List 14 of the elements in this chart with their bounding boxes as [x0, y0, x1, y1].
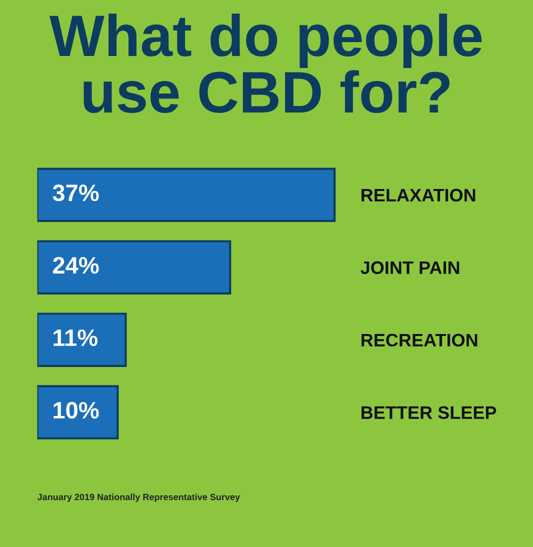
bar: [37, 240, 232, 294]
bar: [37, 168, 336, 222]
y-tick-label: RELAXATION: [362, 188, 476, 202]
bar: [37, 385, 119, 440]
chart-title: What do people use CBD for?: [49, 14, 482, 114]
text: January 2019 Nationally Representative Survey: [37, 494, 240, 502]
data-label: 37%: [52, 184, 99, 202]
bar: [37, 312, 127, 367]
y-tick-label: JOINT PAIN: [360, 261, 460, 274]
data-label: 11%: [54, 330, 98, 346]
data-label: 24%: [52, 256, 99, 274]
data-label: 10%: [54, 402, 99, 419]
y-tick-label: RECREATION: [362, 334, 478, 347]
y-tick-label: BETTER SLEEP: [362, 406, 496, 420]
